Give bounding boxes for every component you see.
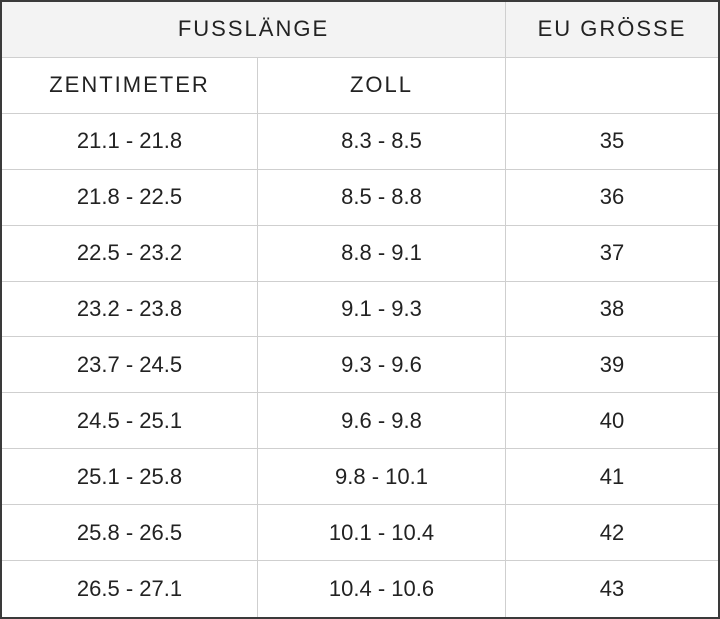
table-cell: 9.6 - 9.8 bbox=[258, 393, 506, 450]
table-cell: 10.1 - 10.4 bbox=[258, 505, 506, 562]
header-cell: EU GRÖSSE bbox=[506, 2, 718, 58]
table-cell: 9.8 - 10.1 bbox=[258, 449, 506, 506]
subheader-cell: ZOLL bbox=[258, 57, 506, 114]
table-cell: 26.5 - 27.1 bbox=[2, 561, 258, 617]
table-cell: 10.4 - 10.6 bbox=[258, 561, 506, 617]
table-cell: 21.1 - 21.8 bbox=[2, 113, 258, 170]
table-cell: 8.8 - 9.1 bbox=[258, 225, 506, 282]
table-cell: 35 bbox=[506, 114, 718, 170]
header-cell: FUSSLÄNGE bbox=[2, 2, 506, 58]
table-cell: 43 bbox=[599, 576, 625, 602]
table-cell: 42 bbox=[506, 505, 718, 562]
table-cell: 25.8 - 26.5 bbox=[2, 505, 258, 562]
table-cell: 36 bbox=[506, 170, 718, 226]
table-cell: 9.1 - 9.3 bbox=[258, 281, 506, 338]
table-cell: 25.1 - 25.8 bbox=[2, 449, 258, 506]
table-cell: 9.3 - 9.6 bbox=[258, 337, 506, 394]
table-cell: 40 bbox=[506, 393, 718, 450]
table-cell: 38 bbox=[506, 282, 718, 338]
table-cell: 21.8 - 22.5 bbox=[2, 169, 258, 226]
empty-cell bbox=[506, 58, 718, 114]
table-cell: 23.2 - 23.8 bbox=[2, 281, 258, 338]
subheader-cell: ZENTIMETER bbox=[2, 57, 258, 114]
table-cell: 39 bbox=[506, 337, 718, 394]
table-cell: 23.7 - 24.5 bbox=[2, 337, 258, 394]
table-cell: 8.5 - 8.8 bbox=[258, 169, 506, 226]
table-cell: 24.5 - 25.1 bbox=[2, 393, 258, 450]
table-cell: 8.3 - 8.5 bbox=[258, 113, 506, 170]
table-cell: 41 bbox=[506, 449, 718, 506]
table-cell: 22.5 - 23.2 bbox=[2, 225, 258, 282]
table-cell: 37 bbox=[506, 226, 718, 282]
